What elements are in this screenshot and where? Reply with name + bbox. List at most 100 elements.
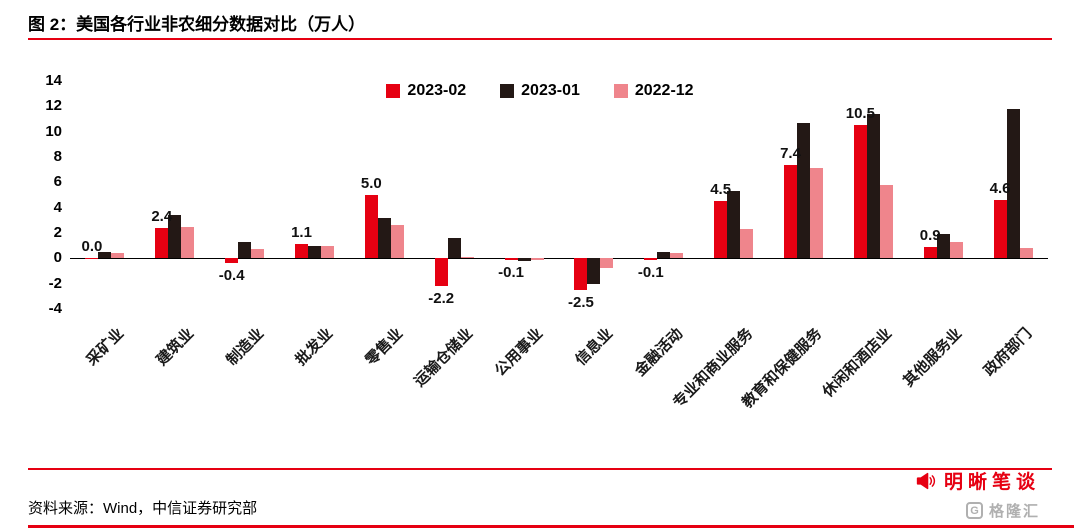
bar — [390, 225, 404, 259]
bar — [657, 252, 671, 259]
bar — [853, 125, 867, 259]
bar — [460, 257, 474, 259]
gelonghui-icon: G — [965, 502, 983, 519]
bar — [600, 258, 614, 269]
bottom-divider — [28, 525, 1074, 528]
bar — [810, 168, 823, 259]
bar — [1006, 108, 1020, 259]
bar — [295, 244, 308, 259]
bar — [238, 241, 252, 259]
legend-item-2023-01: 2023-01 — [500, 82, 580, 100]
bar-chart: 2023-02 2023-01 2022-12 14 12 10 8 6 4 2 0 -2 -4 … — [28, 56, 1052, 442]
bar — [251, 249, 265, 259]
data-label: -0.1 — [637, 263, 664, 281]
legend-item-2022-12: 2022-12 — [613, 82, 694, 100]
x-label-text: 公用事业 — [491, 325, 547, 380]
legend-label-2022-12: 2022-12 — [634, 82, 694, 99]
figure-title: 图 2：美国各行业非农细分数据对比（万人） — [28, 15, 366, 34]
data-label: 2.4 — [151, 207, 173, 225]
bar — [574, 258, 588, 290]
y-tick-label: 2 — [53, 224, 62, 241]
legend-swatch-dark — [500, 84, 515, 98]
x-label-text: 金融活动 — [631, 325, 686, 380]
bar — [936, 234, 950, 259]
bar — [447, 238, 461, 259]
bar — [111, 253, 125, 259]
data-label: -0.4 — [218, 267, 245, 285]
y-tick-label: -4 — [48, 300, 62, 317]
bar — [225, 258, 239, 264]
data-label: -2.5 — [567, 294, 594, 311]
bar — [923, 246, 937, 259]
legend-item-2023-02: 2023-02 — [386, 82, 466, 100]
bar — [1019, 248, 1033, 259]
megaphone-icon — [916, 472, 936, 489]
bar — [85, 258, 99, 260]
bar — [434, 258, 448, 287]
y-tick-label: 14 — [45, 72, 62, 89]
data-label: 4.6 — [989, 180, 1011, 198]
data-label: 7.4 — [780, 144, 801, 162]
bar — [949, 241, 963, 259]
bar — [714, 201, 728, 259]
brand-mingxibitan: 明晰笔谈 — [915, 467, 1040, 494]
gelonghui-name: 格隆汇 — [988, 503, 1040, 520]
bar — [797, 122, 810, 259]
bar — [866, 113, 880, 259]
x-label-text: 建筑业 — [153, 325, 197, 369]
y-tick-label: 12 — [45, 97, 62, 115]
data-label: 0.0 — [81, 238, 103, 256]
data-label: 4.5 — [710, 181, 732, 199]
bar — [321, 245, 334, 259]
bar — [168, 215, 182, 259]
x-label-text: 信息业 — [572, 325, 617, 369]
legend-swatch-red — [386, 84, 401, 98]
x-label-text: 零售业 — [362, 325, 407, 369]
x-label-text: 政府部门 — [980, 325, 1036, 380]
bar — [181, 226, 195, 259]
footer-divider — [28, 468, 1052, 470]
bar — [364, 195, 378, 259]
source-note: 资料来源：Wind，中信证券研究部 — [28, 500, 258, 517]
bar — [587, 258, 601, 284]
bar — [98, 252, 112, 259]
bar — [879, 184, 893, 259]
data-label: 0.9 — [919, 226, 941, 244]
x-label-text: 批发业 — [292, 325, 337, 369]
y-tick-label: 4 — [53, 198, 62, 216]
data-label: -0.1 — [498, 263, 524, 281]
bar — [504, 258, 518, 260]
data-label: 1.1 — [291, 224, 312, 242]
plot-area — [70, 81, 1048, 309]
chart-legend: 2023-02 2023-01 2022-12 — [28, 82, 1052, 100]
legend-label-2023-02: 2023-02 — [407, 82, 467, 99]
y-tick-label: -2 — [48, 274, 62, 292]
bar — [308, 245, 321, 259]
bar — [784, 164, 797, 259]
bar — [517, 258, 531, 261]
data-label: -2.2 — [428, 290, 455, 308]
bar — [727, 191, 741, 259]
x-label-text: 采矿业 — [83, 325, 128, 369]
y-tick-label: 8 — [53, 148, 62, 165]
title-divider — [28, 38, 1052, 40]
bar — [155, 227, 169, 259]
data-label: 5.0 — [360, 175, 382, 192]
x-axis: 采矿业 建筑业 制造业 批发业 零售业 运输仓储业 公用事业 信息业 金融活动 专业和商业服务 教育… — [70, 319, 1048, 439]
bar — [377, 217, 391, 259]
legend-swatch-pink — [613, 84, 628, 98]
bar — [670, 253, 684, 259]
zero-axis-line — [70, 258, 1048, 260]
x-label-text: 其他服务业 — [900, 325, 966, 391]
bar — [740, 229, 754, 259]
y-tick-label: 10 — [45, 122, 62, 140]
y-tick-label: 6 — [53, 173, 62, 191]
x-label-text: 制造业 — [222, 325, 267, 369]
y-tick-label: 0 — [53, 249, 62, 267]
bar — [993, 200, 1007, 259]
brand-name: 明晰笔谈 — [943, 472, 1040, 493]
bar — [530, 258, 544, 260]
gelonghui-logo: G 格隆汇 — [965, 500, 1040, 521]
x-label-text: 运输仓储业 — [411, 325, 477, 391]
